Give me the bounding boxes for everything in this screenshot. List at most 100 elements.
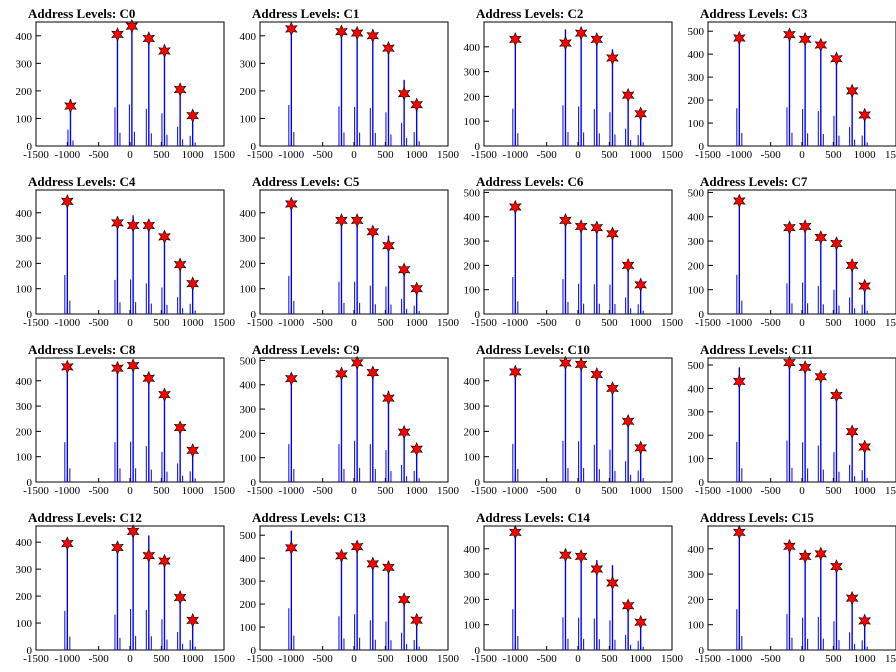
x-tick-label: -1500: [695, 653, 721, 665]
x-tick-label: -1000: [278, 317, 304, 329]
x-tick-label: 1000: [854, 149, 877, 161]
x-tick-label: 1000: [182, 653, 205, 665]
x-tick-label: 1500: [885, 653, 896, 665]
peak-marker: [285, 21, 298, 37]
peak-marker: [126, 358, 140, 373]
y-tick-label: 0: [475, 645, 481, 657]
x-tick-label: 0: [127, 317, 133, 329]
peak-marker: [173, 420, 187, 435]
x-tick-label: -1500: [247, 149, 273, 161]
x-tick-label: 500: [825, 317, 842, 329]
peak-marker: [350, 355, 364, 371]
peak-marker: [111, 360, 124, 376]
x-tick-label: -1500: [471, 653, 497, 665]
y-tick-label: 200: [16, 86, 33, 98]
peak-marker: [733, 193, 746, 209]
x-tick-label: 0: [575, 485, 581, 497]
peak-marker: [830, 388, 843, 403]
y-tick-label: 200: [464, 594, 481, 606]
x-tick-label: 1500: [213, 653, 236, 665]
peak-marker: [559, 35, 572, 51]
x-tick-label: -500: [313, 317, 334, 329]
y-tick-label: 100: [240, 622, 257, 634]
peak-marker: [606, 226, 619, 242]
peak-marker: [783, 220, 796, 235]
x-tick-label: -1000: [502, 485, 528, 497]
panel-c13: Address Levels: C13 0 100 200 300 400 500 -1500…: [240, 510, 460, 665]
y-tick-label: 300: [464, 236, 481, 248]
peak-marker: [621, 414, 635, 429]
peak-marker: [830, 51, 843, 66]
peak-marker: [733, 374, 746, 389]
x-tick-label: -1000: [726, 653, 752, 665]
panel-title: Address Levels: C3: [700, 6, 808, 21]
panel-c8: Address Levels: C8 0 100 200 300 400 -1500 -100…: [16, 342, 236, 497]
x-tick-label: -500: [761, 485, 782, 497]
peak-marker: [397, 86, 411, 101]
peak-marker: [410, 441, 423, 457]
y-tick-label: 0: [475, 141, 481, 153]
x-tick-label: -1500: [695, 317, 721, 329]
peak-marker: [606, 50, 619, 66]
peak-marker: [126, 524, 140, 539]
y-tick-label: 200: [464, 260, 481, 272]
x-tick-label: -500: [89, 149, 110, 161]
peak-marker: [61, 536, 74, 551]
x-tick-label: 0: [351, 317, 357, 329]
x-tick-label: -1000: [54, 485, 80, 497]
peak-marker: [61, 194, 74, 209]
peak-marker: [397, 424, 411, 440]
peak-marker: [559, 547, 572, 563]
x-tick-label: 1500: [213, 485, 236, 497]
panel-c14: Address Levels: C14 0 100 200 300 400 -1500 -10…: [464, 510, 684, 665]
y-tick-label: 400: [240, 31, 257, 43]
panel-c12: Address Levels: C12 0 100 200 300 400 -1500 -10…: [16, 510, 236, 665]
x-tick-label: 500: [601, 317, 618, 329]
peak-marker: [382, 560, 395, 575]
x-tick-label: 0: [351, 149, 357, 161]
x-tick-label: 0: [799, 149, 805, 161]
y-tick-label: 100: [16, 452, 33, 464]
panel-c15: Address Levels: C15 0 100 200 300 400 -1500 -10…: [688, 510, 896, 665]
y-tick-label: 400: [240, 380, 257, 392]
peak-marker: [590, 32, 604, 47]
peak-marker: [125, 18, 139, 34]
peak-marker: [845, 590, 859, 606]
y-tick-label: 400: [240, 208, 257, 220]
y-tick-label: 500: [688, 360, 705, 372]
x-tick-label: 500: [153, 149, 170, 161]
panel-title: Address Levels: C12: [28, 510, 142, 525]
y-tick-label: 300: [240, 233, 257, 245]
panel-title: Address Levels: C13: [252, 510, 366, 525]
x-tick-label: -1500: [23, 653, 49, 665]
peak-marker: [173, 590, 187, 605]
y-tick-label: 0: [699, 309, 705, 321]
x-tick-label: 1500: [661, 317, 684, 329]
peak-marker: [335, 24, 348, 39]
x-tick-label: -1000: [54, 653, 80, 665]
x-tick-label: 1000: [182, 485, 205, 497]
y-tick-label: 100: [688, 454, 705, 466]
y-tick-label: 0: [251, 477, 257, 489]
peak-marker: [733, 30, 746, 46]
x-tick-label: -1000: [278, 653, 304, 665]
x-tick-label: 1500: [437, 317, 460, 329]
peak-marker: [285, 540, 298, 556]
peak-marker: [382, 40, 395, 56]
x-tick-label: -1500: [23, 317, 49, 329]
peak-marker: [574, 25, 588, 41]
peak-marker: [845, 258, 859, 273]
y-tick-label: 300: [16, 564, 33, 576]
y-tick-label: 0: [27, 645, 33, 657]
x-tick-label: -1500: [23, 485, 49, 497]
y-tick-label: 100: [240, 453, 257, 465]
x-tick-label: 1000: [406, 485, 429, 497]
x-tick-label: 500: [601, 149, 618, 161]
x-tick-label: -1500: [695, 149, 721, 161]
plot-frame: [707, 525, 896, 651]
peak-marker: [590, 561, 604, 577]
x-tick-label: -500: [537, 149, 558, 161]
x-tick-label: 1000: [854, 485, 877, 497]
plot-frame: [35, 189, 225, 315]
y-tick-label: 400: [464, 42, 481, 54]
